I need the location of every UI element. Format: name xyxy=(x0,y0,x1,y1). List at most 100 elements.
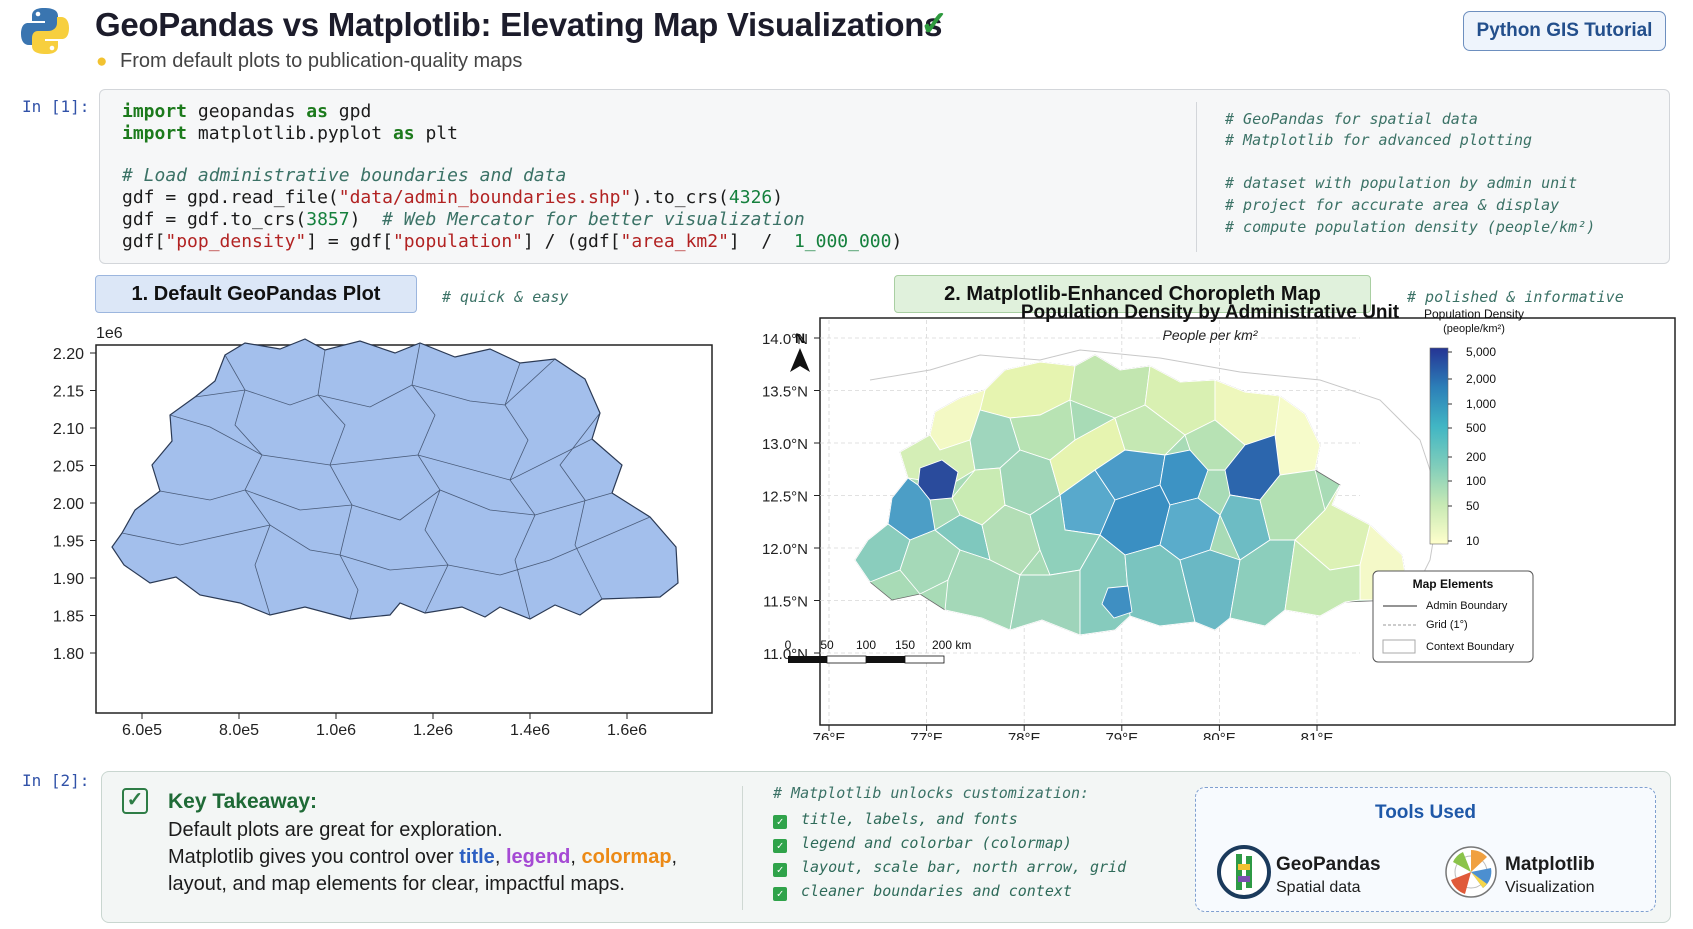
code-line-import-geopandas: import geopandas as gpd xyxy=(122,101,372,122)
checkbox-icon: ✓ xyxy=(773,839,787,853)
scale-bar: 0 50 100 150 200 km xyxy=(785,638,971,664)
scale-bar-label: 0 xyxy=(785,638,792,652)
x-tick-label: 1.0e6 xyxy=(316,722,356,735)
checkbox-icon: ✓ xyxy=(773,815,787,829)
lon-tick-label: 80°E xyxy=(1203,730,1236,740)
takeaway-line-1: Default plots are great for exploration. xyxy=(168,819,503,841)
legend-item-admin-boundary: Admin Boundary xyxy=(1426,600,1508,612)
lon-tick-label: 76°E xyxy=(813,730,846,740)
colorbar-tick-label: 200 xyxy=(1466,450,1486,464)
x-axis-ticks: 6.0e5 8.0e5 1.0e6 1.2e6 1.4e6 1.6e6 xyxy=(122,713,647,735)
side-comment: # GeoPandas for spatial data xyxy=(1225,110,1478,128)
python-logo-icon xyxy=(21,8,69,54)
colorbar-tick-label: 1,000 xyxy=(1466,397,1496,411)
lightbulb-icon: ● xyxy=(96,51,108,72)
y-tick-label: 1.85 xyxy=(53,609,84,626)
y-tick-label: 1.95 xyxy=(53,534,84,551)
section-enhanced-map-note: # polished & informative xyxy=(1407,288,1624,306)
x-tick-label: 1.2e6 xyxy=(413,722,453,735)
customization-item: ✓ cleaner boundaries and context xyxy=(773,882,1072,901)
x-tick-label: 1.4e6 xyxy=(510,722,550,735)
colorbar-ticks: 5,000 2,000 1,000 500 200 100 50 10 xyxy=(1448,345,1496,548)
map-subtitle: People per km² xyxy=(1163,327,1259,343)
takeaway-line-3: layout, and map elements for clear, impa… xyxy=(168,873,625,895)
colorbar-title: Population Density xyxy=(1424,307,1524,321)
keyword-legend: legend xyxy=(505,846,571,868)
markdown-cell-2[interactable]: ✓ Key Takeaway: Default plots are great … xyxy=(101,771,1671,923)
north-arrow-icon: N xyxy=(790,330,810,372)
y-tick-label: 1.80 xyxy=(53,646,84,663)
map-elements-legend: Map Elements Admin Boundary Grid (1°) Co… xyxy=(1372,570,1534,663)
code-comment-load: # Load administrative boundaries and dat… xyxy=(122,165,567,186)
customization-item: ✓ title, labels, and fonts xyxy=(773,810,1018,829)
colorbar-tick-label: 100 xyxy=(1466,474,1486,488)
customization-item: ✓ layout, scale bar, north arrow, grid xyxy=(773,858,1126,877)
tutorial-badge[interactable]: Python GIS Tutorial xyxy=(1463,11,1666,51)
checkbox-icon: ✓ xyxy=(773,863,787,877)
colorbar-tick-label: 10 xyxy=(1466,534,1480,548)
code-divider xyxy=(1196,102,1197,252)
scale-bar-label: 200 km xyxy=(932,638,971,652)
legend-title: Map Elements xyxy=(1413,577,1494,591)
section-default-plot-note: # quick & easy xyxy=(442,288,569,306)
code-line-import-matplotlib: import matplotlib.pyplot as plt xyxy=(122,123,458,144)
scale-bar-label: 50 xyxy=(820,638,834,652)
code-line-to-crs: gdf = gdf.to_crs(3857) # Web Mercator fo… xyxy=(122,209,805,230)
legend-item-context-boundary: Context Boundary xyxy=(1426,641,1515,653)
longitude-ticks: 76°E 77°E 78°E 79°E 80°E 81°E xyxy=(813,725,1334,740)
y-tick-label: 2.20 xyxy=(53,346,84,363)
geopandas-name: GeoPandas xyxy=(1276,854,1381,875)
x-tick-label: 8.0e5 xyxy=(219,722,259,735)
lon-tick-label: 77°E xyxy=(910,730,943,740)
customization-heading: # Matplotlib unlocks customization: xyxy=(773,784,1090,802)
colorbar xyxy=(1429,347,1449,545)
matplotlib-name: Matplotlib xyxy=(1505,854,1595,875)
map-title: Population Density by Administrative Uni… xyxy=(1021,302,1400,323)
keyword-title: title xyxy=(459,846,495,868)
side-comment: # compute population density (people/km²… xyxy=(1225,218,1596,236)
lat-tick-label: 11.5°N xyxy=(763,594,808,611)
checkbox-icon: ✓ xyxy=(122,788,148,814)
lon-tick-label: 81°E xyxy=(1301,730,1334,740)
colorbar-tick-label: 5,000 xyxy=(1466,345,1496,359)
lat-tick-label: 14.0°N xyxy=(762,331,808,348)
takeaway-divider xyxy=(742,786,743,910)
lon-tick-label: 79°E xyxy=(1105,730,1138,740)
cell-2-prompt: In [2]: xyxy=(22,771,90,790)
code-line-pop-density: gdf["pop_density"] = gdf["population"] /… xyxy=(122,231,903,252)
default-geopandas-plot: 1e6 2.20 2.15 2.10 2.05 2.00 1.95 1.90 1.85 1.80… xyxy=(53,325,713,735)
colorbar-unit: (people/km²) xyxy=(1443,323,1505,335)
lat-tick-label: 12.5°N xyxy=(762,489,808,506)
subtitle-text: From default plots to publication-qualit… xyxy=(120,50,523,72)
section-enhanced-map-header: 2. Matplotlib-Enhanced Choropleth Map xyxy=(894,275,1371,313)
checkbox-icon: ✓ xyxy=(773,887,787,901)
x-tick-label: 6.0e5 xyxy=(122,722,162,735)
code-cell-1[interactable]: import geopandas as gpd import matplotli… xyxy=(99,89,1670,264)
scale-bar-label: 100 xyxy=(856,638,876,652)
y-tick-label: 2.15 xyxy=(53,384,84,401)
lat-tick-label: 13.0°N xyxy=(762,436,808,453)
check-icon: ✓ xyxy=(920,5,949,43)
x-tick-label: 1.6e6 xyxy=(607,722,647,735)
colorbar-tick-label: 500 xyxy=(1466,421,1486,435)
matplotlib-subtitle: Visualization xyxy=(1505,879,1595,896)
y-tick-label: 1.90 xyxy=(53,571,84,588)
side-comment: # Matplotlib for advanced plotting xyxy=(1225,131,1533,149)
side-comment: # project for accurate area & display xyxy=(1225,196,1560,214)
lat-tick-label: 13.5°N xyxy=(762,384,808,401)
geopandas-logo-icon xyxy=(1217,845,1271,899)
lat-tick-label: 12.0°N xyxy=(762,541,808,558)
key-takeaway-heading: Key Takeaway: xyxy=(168,790,318,813)
keyword-colormap: colormap xyxy=(581,846,672,868)
legend-item-grid: Grid (1°) xyxy=(1426,619,1468,631)
lon-tick-label: 78°E xyxy=(1008,730,1041,740)
customization-item: ✓ legend and colorbar (colormap) xyxy=(773,834,1072,853)
north-label: N xyxy=(795,330,805,346)
axis-offset-label: 1e6 xyxy=(96,325,123,342)
latitude-ticks: 14.0°N13.5°N13.0°N12.5°N12.0°N11.5°N11.0… xyxy=(762,331,820,663)
code-line-read-file: gdf = gpd.read_file("data/admin_boundari… xyxy=(122,187,784,208)
colorbar-tick-label: 50 xyxy=(1466,499,1480,513)
y-axis-ticks: 2.20 2.15 2.10 2.05 2.00 1.95 1.90 1.85 1.80 xyxy=(53,346,96,663)
section-default-plot-header: 1. Default GeoPandas Plot xyxy=(95,275,417,313)
matplotlib-logo-icon xyxy=(1445,846,1497,898)
